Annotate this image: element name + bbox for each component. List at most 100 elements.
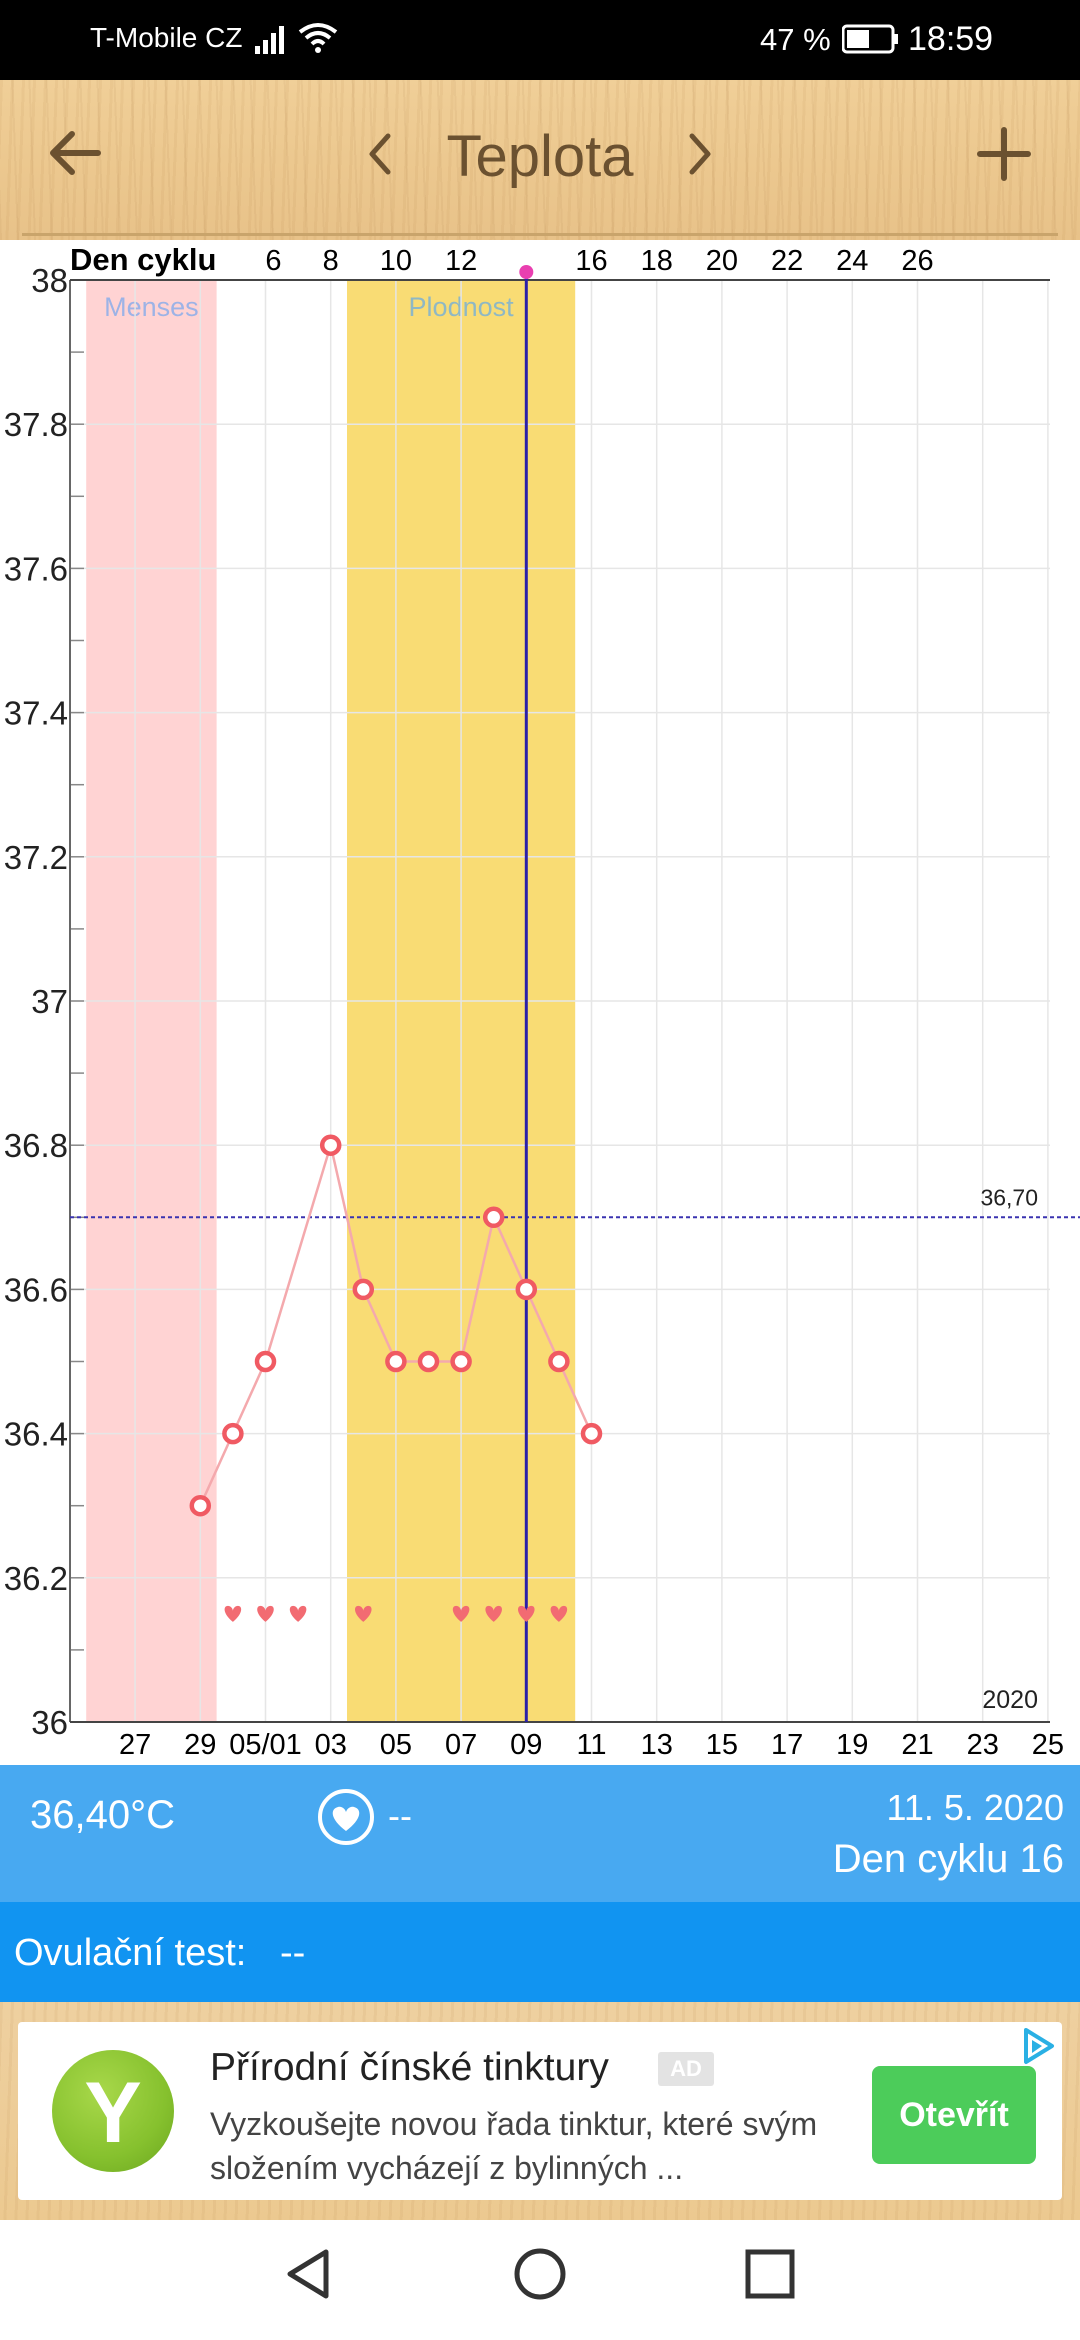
x-date-tick-label: 17 — [771, 1729, 803, 1761]
ovulation-test-label: Ovulační test: — [14, 1932, 247, 1974]
top-axis-title: Den cyklu — [70, 242, 216, 277]
heart-icon — [355, 1605, 372, 1622]
day-info-panel[interactable]: 36,40°C -- 11. 5. 2020 Den cyklu 16 — [0, 1765, 1080, 1902]
reference-line-label: 36,70 — [980, 1184, 1038, 1210]
top-axis-tick-label: 12 — [445, 245, 477, 277]
temperature-line — [199, 1140, 593, 1507]
chart-axes — [69, 279, 1050, 1723]
y-tick-label: 36.2 — [4, 1560, 68, 1597]
y-tick-label: 38 — [31, 262, 68, 299]
reference-line-group: 36,70 — [70, 1184, 1080, 1219]
header-divider — [22, 233, 1058, 236]
ovulation-test-value: -- — [280, 1932, 306, 1974]
battery-percent: 47 % — [760, 22, 831, 57]
temperature-point — [417, 1350, 440, 1373]
page-title: Teplota — [446, 124, 634, 189]
y-tick-label: 37.6 — [4, 550, 68, 587]
nav-back-icon — [287, 2249, 329, 2299]
selected-day-marker — [519, 265, 534, 279]
top-axis-tick-label: 6 — [265, 245, 281, 277]
ad-choices-icon[interactable] — [1018, 2026, 1058, 2066]
heart-icon — [550, 1605, 568, 1622]
chevron-left-icon — [369, 133, 391, 175]
app-header: Teplota — [0, 80, 1080, 240]
y-tick-label: 36.8 — [4, 1127, 68, 1164]
x-date-tick-label: 23 — [967, 1729, 999, 1761]
x-date-tick-label: 13 — [641, 1729, 673, 1761]
temperature-point — [482, 1206, 505, 1229]
top-axis-tick-label: 18 — [641, 245, 673, 277]
chart-labels: 38 37.8 37.6 37.4 37.2 37 36.8 36.6 36.4 36.2 36 De… — [4, 242, 1064, 1761]
intercourse-markers — [224, 1605, 568, 1622]
nav-home-button[interactable] — [510, 2244, 570, 2309]
heart-icon — [224, 1605, 242, 1622]
ad-logo: Y — [52, 2050, 174, 2172]
temperature-point — [548, 1350, 570, 1373]
temperature-point — [319, 1134, 342, 1156]
temperature-point — [580, 1422, 603, 1445]
system-navigation-bar — [0, 2220, 1080, 2340]
nav-home-icon — [514, 2248, 566, 2300]
nav-recents-button[interactable] — [740, 2244, 800, 2309]
back-button[interactable] — [46, 124, 104, 187]
temperature-chart[interactable]: Menses Plodnost 36,70 3837.837.637.437.23… — [0, 240, 1080, 1765]
ad-title: Přírodní čínské tinktury — [210, 2046, 609, 2089]
x-date-tick-label: 09 — [510, 1729, 542, 1761]
x-date-tick-label: 11 — [576, 1729, 606, 1761]
cycle-day-label: Den cyklu 16 — [832, 1837, 1064, 1881]
previous-cycle-button[interactable] — [364, 132, 394, 181]
arrow-left-icon — [50, 131, 101, 175]
x-date-tick-label: 15 — [706, 1729, 738, 1761]
heart-icon — [485, 1605, 502, 1622]
y-tick-label: 37.8 — [4, 406, 68, 443]
x-date-tick-label: 29 — [184, 1729, 216, 1761]
y-tick-label: 37.4 — [4, 695, 68, 732]
top-axis-tick-label: 20 — [706, 245, 738, 277]
ad-description: Vyzkoušejte novou řada tinktur, které sv… — [210, 2106, 818, 2186]
y-tick-label: 37 — [31, 983, 68, 1020]
ad-open-button[interactable]: Otevřít — [872, 2066, 1036, 2164]
temperature-point — [254, 1350, 277, 1373]
x-date-tick-label: 05/01 — [229, 1729, 302, 1761]
heart-icon — [518, 1605, 535, 1622]
x-date-tick-label: 21 — [901, 1729, 933, 1761]
temperature-point — [222, 1422, 244, 1445]
y-tick-label: 36.6 — [4, 1271, 68, 1308]
y-tick-label: 36.4 — [4, 1416, 68, 1453]
heart-icon — [289, 1605, 307, 1622]
temperature-point — [515, 1278, 538, 1301]
y-tick-label: 37.2 — [4, 839, 68, 876]
intercourse-value: -- — [388, 1795, 412, 1836]
temperature-point — [189, 1494, 212, 1517]
chevron-right-icon — [689, 133, 711, 175]
carrier-name: T-Mobile CZ — [90, 22, 243, 53]
year-label: 2020 — [982, 1686, 1038, 1714]
top-axis-tick-label: 16 — [575, 245, 607, 277]
heart-circle-icon — [316, 1787, 376, 1852]
temperature-series — [189, 1134, 603, 1517]
clock: 18:59 — [908, 20, 994, 58]
top-axis-tick-label: 24 — [836, 245, 868, 277]
top-axis-tick-label: 8 — [323, 245, 339, 277]
add-button[interactable] — [976, 126, 1032, 187]
ad-area: Y Přírodní čínské tinktury AD Vyzkoušejt… — [0, 2002, 1080, 2220]
ad-banner[interactable]: Y Přírodní čínské tinktury AD Vyzkoušejt… — [18, 2022, 1062, 2200]
top-axis-tick-label: 26 — [901, 245, 933, 277]
wifi-icon — [298, 22, 338, 59]
selected-date: 11. 5. 2020 — [886, 1787, 1065, 1828]
heart-icon — [452, 1605, 470, 1622]
temperature-point — [352, 1278, 375, 1301]
nav-back-button[interactable] — [280, 2244, 340, 2309]
ovulation-test-row[interactable]: Ovulační test: -- — [0, 1902, 1080, 2002]
temperature-point — [450, 1350, 472, 1373]
x-date-tick-label: 25 — [1032, 1729, 1064, 1761]
x-date-tick-label: 19 — [836, 1729, 868, 1761]
temperature-point — [385, 1350, 407, 1373]
top-axis-tick-label: 10 — [380, 245, 412, 277]
y-tick-label: 36 — [31, 1704, 68, 1741]
signal-icon — [255, 24, 289, 59]
x-date-tick-label: 27 — [119, 1729, 151, 1761]
next-cycle-button[interactable] — [686, 132, 716, 181]
heart-icon — [257, 1605, 274, 1622]
top-axis-tick-label: 22 — [771, 245, 803, 277]
